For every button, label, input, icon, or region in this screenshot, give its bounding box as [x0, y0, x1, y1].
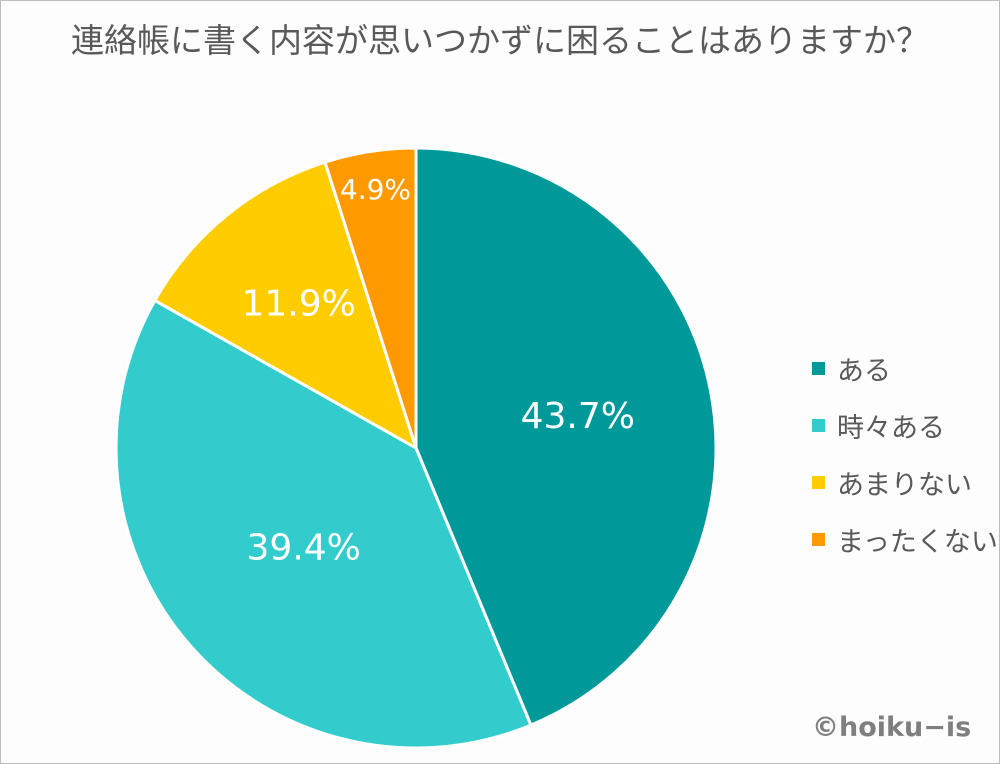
legend: ある 時々ある あまりない まったくない	[812, 340, 998, 568]
legend-item-tokidoki: 時々ある	[812, 397, 998, 454]
slice-value-label: 4.9%	[340, 173, 411, 206]
legend-label: まったくない	[837, 527, 998, 558]
legend-label: 時々ある	[837, 413, 945, 444]
slice-value-label: 43.7%	[521, 396, 635, 437]
legend-swatch-icon	[812, 362, 825, 375]
slice-value-label: 11.9%	[242, 284, 356, 325]
pie-slice	[152, 160, 419, 452]
slice-value-label: 39.4%	[247, 527, 361, 568]
pie-slice	[414, 146, 718, 728]
legend-swatch-icon	[812, 533, 825, 546]
pie-slice	[114, 298, 533, 750]
legend-swatch-icon	[812, 419, 825, 432]
legend-label: あまりない	[837, 470, 972, 501]
legend-item-mattaku: まったくない	[812, 511, 998, 568]
legend-item-aru: ある	[812, 340, 998, 397]
copyright-credit: ©hoiku−is	[812, 712, 972, 743]
legend-item-amari: あまりない	[812, 454, 998, 511]
pie-slice	[323, 146, 418, 449]
legend-swatch-icon	[812, 476, 825, 489]
legend-label: ある	[837, 356, 891, 387]
chart-title: 連絡帳に書く内容が思いつかずに困ることはありますか？	[71, 21, 929, 60]
